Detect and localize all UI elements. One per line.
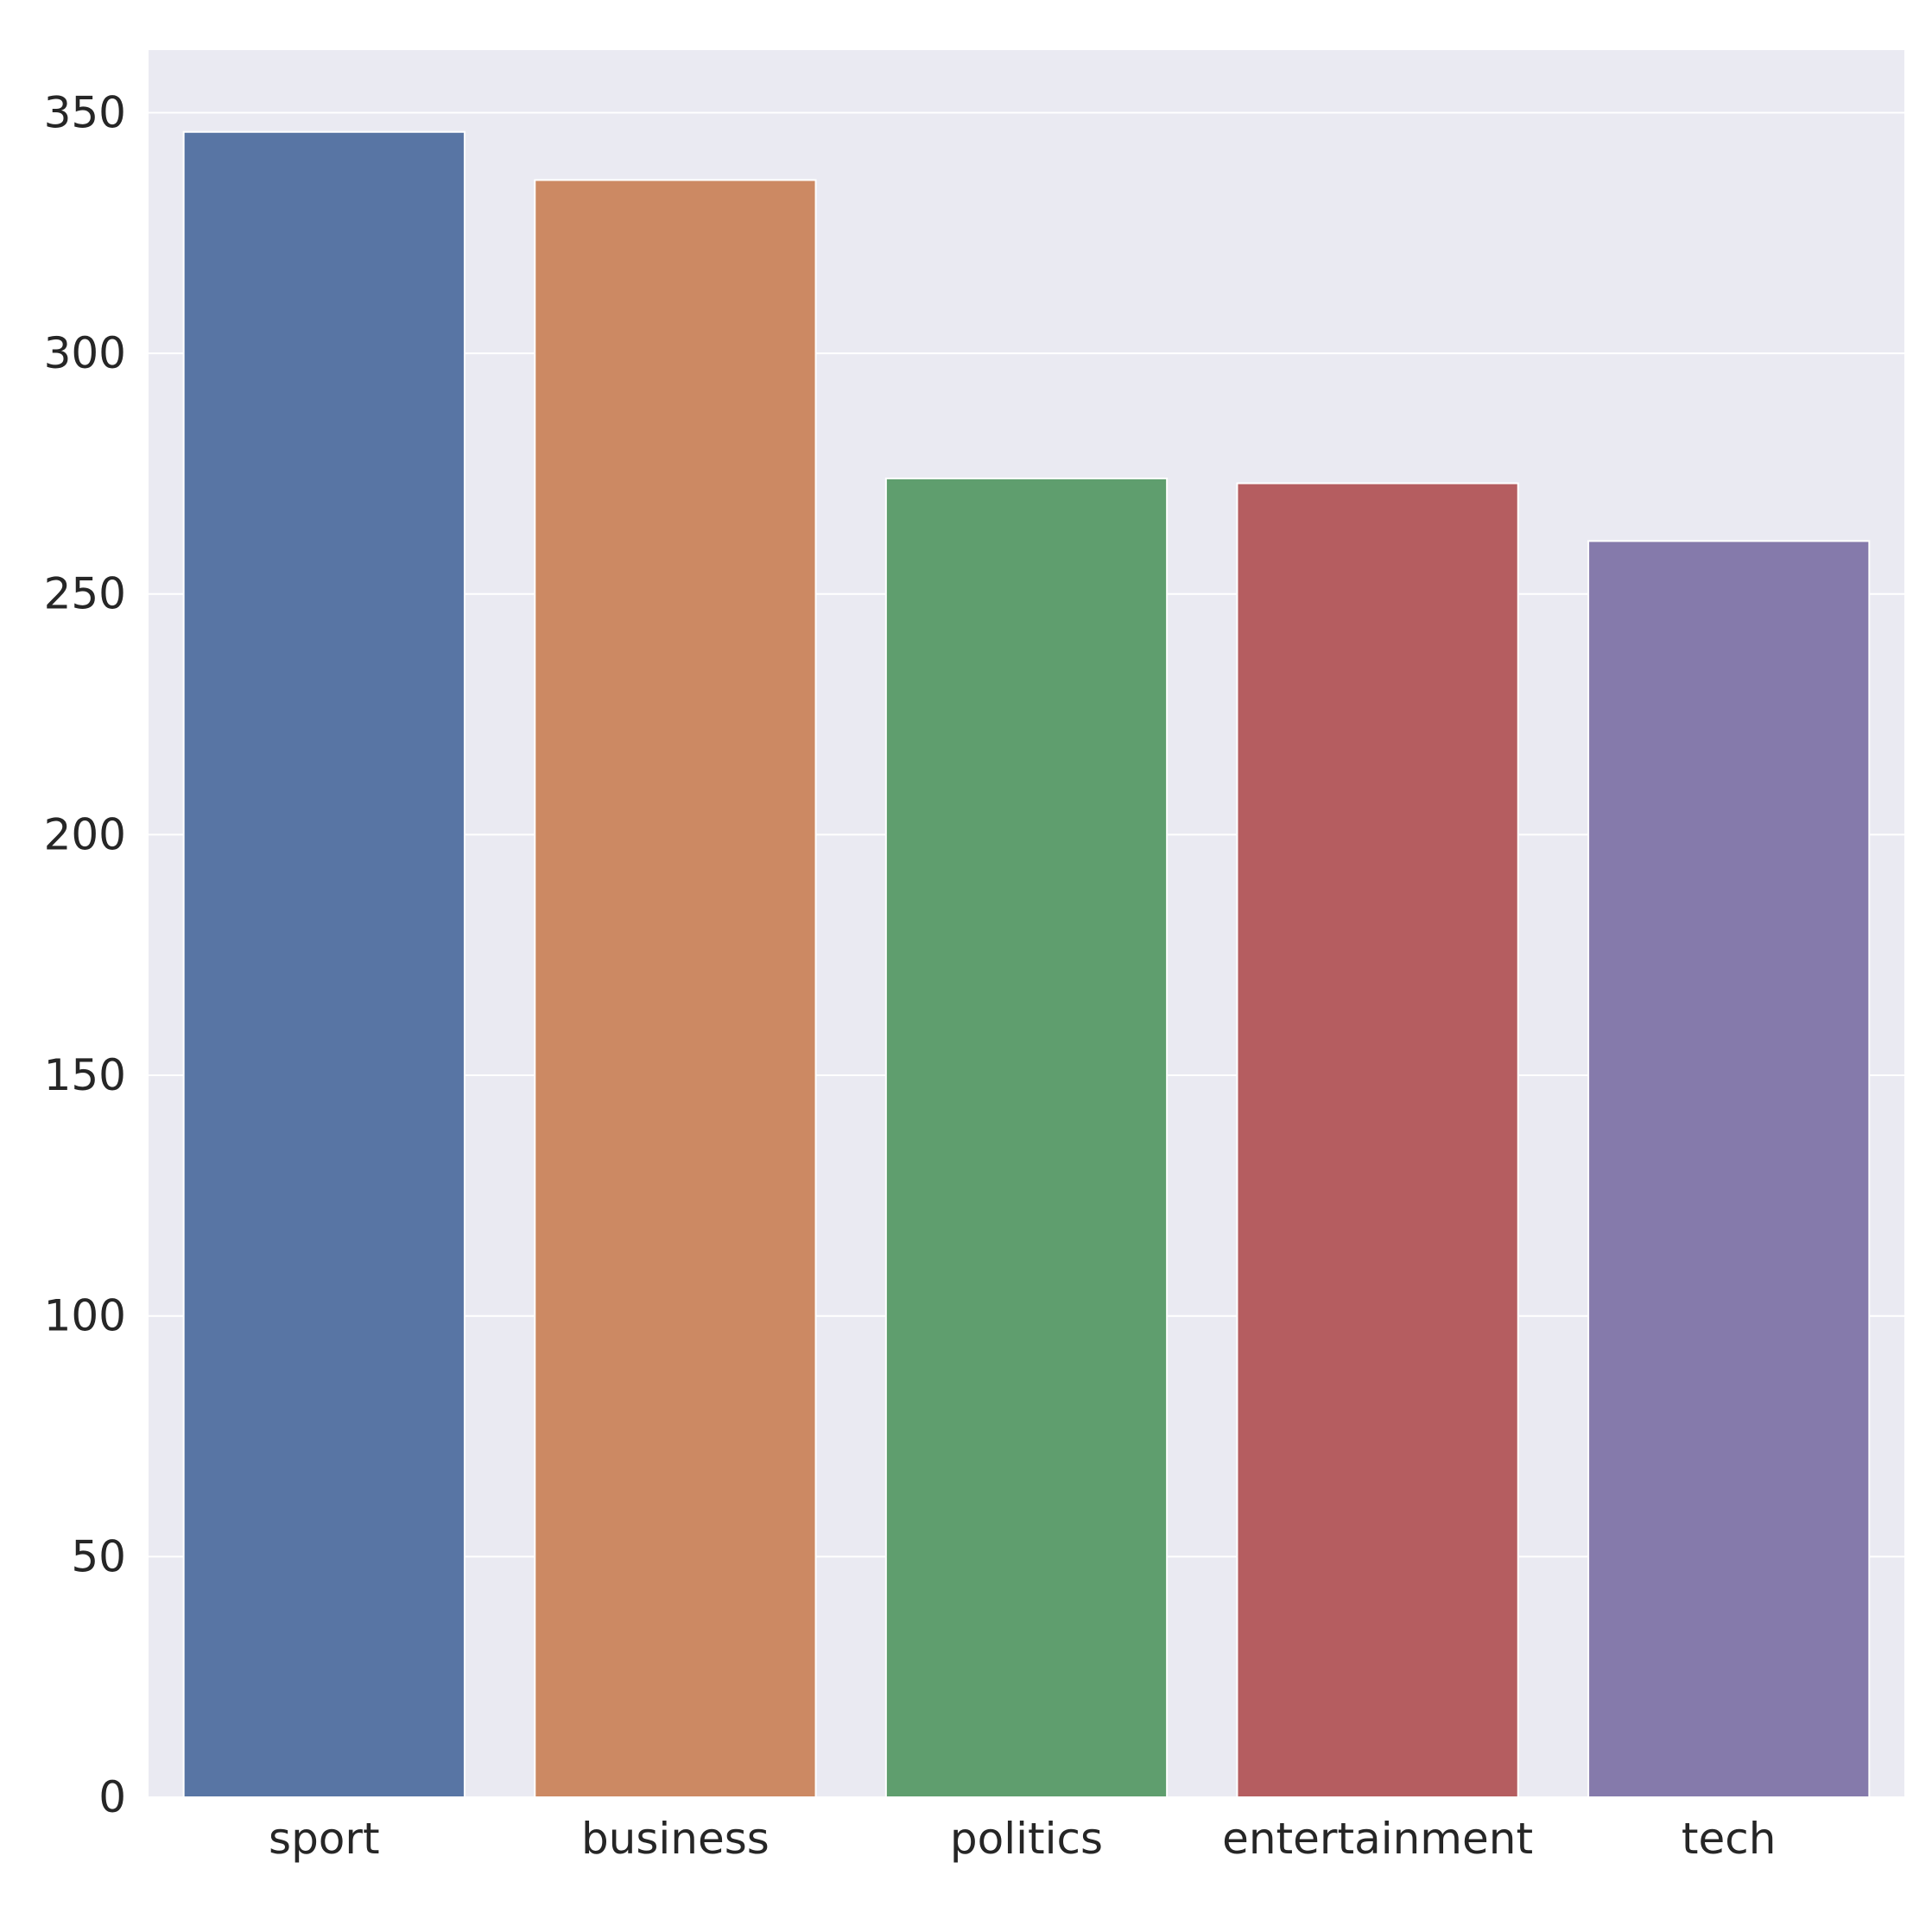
y-tick-label: 0 — [98, 1772, 126, 1822]
bar-tech — [1587, 540, 1871, 1798]
bar-politics — [884, 477, 1169, 1799]
x-tick-label-politics: politics — [950, 1814, 1103, 1864]
x-tick-label-business: business — [581, 1814, 770, 1864]
x-axis-ticks: sport business politics entertainment tech — [269, 1814, 1776, 1864]
bar-entertainment — [1236, 482, 1519, 1799]
y-axis-ticks: 0 50 100 150 200 250 300 350 — [44, 87, 126, 1822]
y-tick-label: 300 — [44, 328, 126, 378]
x-tick-label-entertainment: entertainment — [1222, 1814, 1533, 1864]
bar-business — [534, 179, 817, 1798]
bars — [182, 130, 1871, 1799]
x-tick-label-sport: sport — [269, 1814, 380, 1864]
y-tick-label: 50 — [71, 1531, 126, 1581]
bar-sport — [182, 130, 466, 1798]
y-tick-label: 250 — [44, 569, 126, 619]
y-tick-label: 350 — [44, 87, 126, 137]
y-tick-label: 150 — [44, 1050, 126, 1100]
y-tick-label: 200 — [44, 809, 126, 859]
x-tick-label-tech: tech — [1682, 1814, 1777, 1864]
y-tick-label: 100 — [44, 1291, 126, 1341]
